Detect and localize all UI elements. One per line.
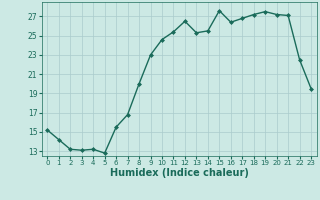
X-axis label: Humidex (Indice chaleur): Humidex (Indice chaleur): [110, 168, 249, 178]
